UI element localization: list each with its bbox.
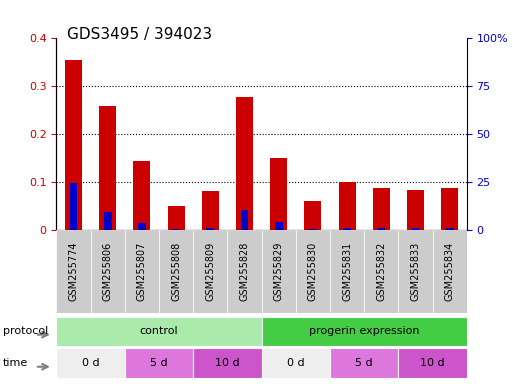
Bar <box>441 188 458 230</box>
Bar <box>104 212 112 230</box>
Bar <box>193 230 227 313</box>
Bar <box>168 207 185 230</box>
Bar <box>330 230 364 313</box>
Text: GSM255829: GSM255829 <box>274 242 284 301</box>
Bar <box>125 230 159 313</box>
Text: GSM255828: GSM255828 <box>240 242 249 301</box>
Text: GDS3495 / 394023: GDS3495 / 394023 <box>67 27 212 42</box>
Text: GSM255808: GSM255808 <box>171 242 181 301</box>
Bar <box>432 230 467 313</box>
Text: 10 d: 10 d <box>420 358 445 368</box>
Text: GSM255807: GSM255807 <box>137 242 147 301</box>
Bar <box>407 190 424 230</box>
Bar <box>304 200 322 230</box>
Text: 0 d: 0 d <box>287 358 305 368</box>
Bar <box>227 230 262 313</box>
Bar <box>236 97 253 230</box>
Bar <box>262 230 296 313</box>
Text: 5 d: 5 d <box>150 358 168 368</box>
Bar <box>202 191 219 230</box>
Bar <box>133 161 150 230</box>
Bar <box>411 228 420 230</box>
Text: progerin expression: progerin expression <box>309 326 420 336</box>
Bar <box>373 188 390 230</box>
Bar <box>56 230 91 313</box>
Text: 0 d: 0 d <box>82 358 100 368</box>
Bar <box>446 228 453 230</box>
Bar <box>399 230 432 313</box>
Bar <box>270 158 287 230</box>
Bar <box>296 230 330 313</box>
Text: GSM255830: GSM255830 <box>308 242 318 301</box>
Bar <box>138 223 146 230</box>
Text: GSM255774: GSM255774 <box>69 242 78 301</box>
Text: 5 d: 5 d <box>356 358 373 368</box>
Text: GSM255834: GSM255834 <box>445 242 455 301</box>
Bar <box>275 222 283 230</box>
Text: 10 d: 10 d <box>215 358 240 368</box>
Bar <box>241 210 248 230</box>
Bar <box>309 229 317 230</box>
Bar <box>159 230 193 313</box>
Bar <box>99 106 116 230</box>
Text: GSM255809: GSM255809 <box>205 242 215 301</box>
Text: control: control <box>140 326 179 336</box>
Bar <box>91 230 125 313</box>
Text: GSM255831: GSM255831 <box>342 242 352 301</box>
Bar <box>206 228 214 230</box>
Text: GSM255833: GSM255833 <box>410 242 421 301</box>
Bar <box>343 228 351 230</box>
Bar <box>172 229 180 230</box>
Bar <box>364 230 399 313</box>
Bar <box>65 60 82 230</box>
Text: GSM255832: GSM255832 <box>377 242 386 301</box>
Bar <box>70 184 77 230</box>
Bar <box>378 228 385 230</box>
Bar <box>339 182 356 230</box>
Text: protocol: protocol <box>3 326 48 336</box>
Text: GSM255806: GSM255806 <box>103 242 113 301</box>
Text: time: time <box>3 358 28 368</box>
